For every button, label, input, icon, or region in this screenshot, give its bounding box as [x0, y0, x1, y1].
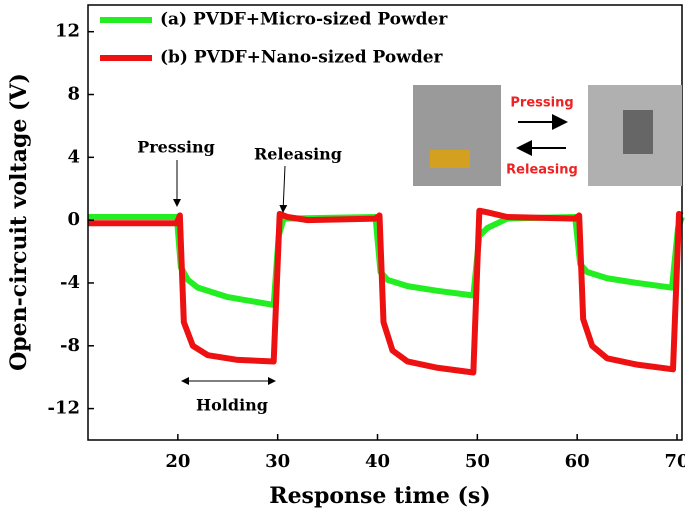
y-axis-label: Open-circuit voltage (V)	[6, 73, 32, 371]
x-axis-label: Response time (s)	[269, 483, 490, 509]
series-line	[88, 207, 684, 376]
inset: Pressing Releasing	[413, 85, 682, 186]
y-tick-label: 4	[67, 146, 80, 167]
x-tick-label: 70	[664, 451, 685, 472]
inset-photo	[413, 85, 501, 186]
annotation: Releasing	[254, 145, 342, 164]
inset-label: Releasing	[506, 163, 578, 178]
legend-label: (b) PVDF+Nano-sized Powder	[160, 48, 444, 68]
plot-frame	[87, 4, 683, 441]
plot-area	[88, 207, 685, 376]
y-tick-label: 12	[55, 21, 80, 42]
y-tick-label: 0	[67, 209, 80, 230]
annotation-arrow	[279, 165, 288, 213]
y-tick-label: 8	[67, 84, 80, 105]
annotation: Holding	[196, 396, 268, 415]
y-tick-label: -4	[60, 272, 80, 293]
y-tick-label: -8	[60, 335, 80, 356]
x-tick-label: 40	[365, 451, 390, 472]
x-tick-label: 30	[265, 451, 290, 472]
y-tick-label: -12	[47, 398, 80, 419]
x-tick-label: 50	[465, 451, 490, 472]
series-line	[88, 214, 685, 308]
x-tick-label: 60	[565, 451, 590, 472]
inset-label: Pressing	[510, 96, 573, 111]
inset-photo-detail	[430, 150, 470, 168]
inset-photo-detail	[623, 110, 653, 154]
legend-label: (a) PVDF+Micro-sized Powder	[160, 10, 448, 30]
x-tick-label: 20	[165, 451, 190, 472]
annotation: Pressing	[137, 138, 215, 157]
legend: (a) PVDF+Micro-sized Powder (b) PVDF+Nano…	[100, 10, 448, 68]
